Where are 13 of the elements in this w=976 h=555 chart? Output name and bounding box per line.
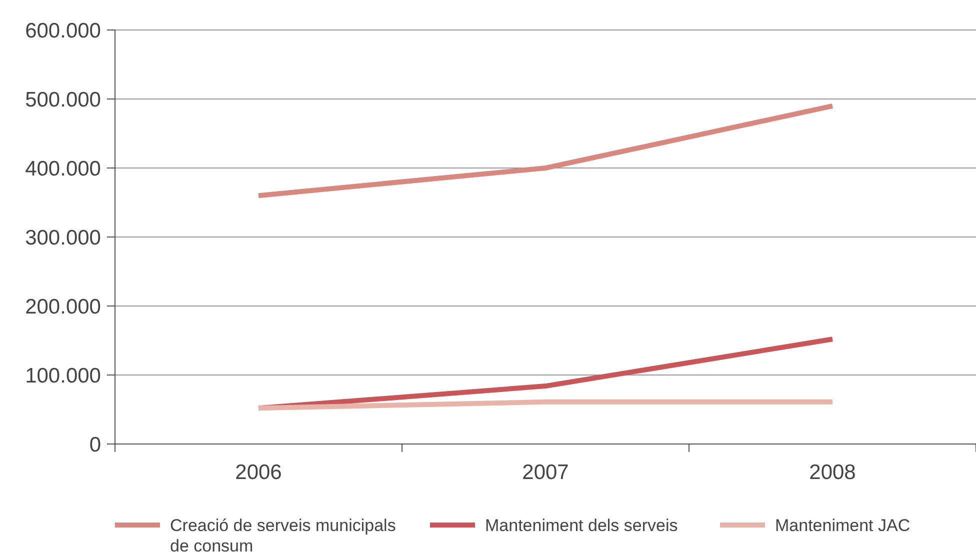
- x-tick-label: 2007: [522, 461, 569, 484]
- legend-label: Manteniment JAC: [775, 516, 910, 535]
- legend-label: Creació de serveis municipals de consum: [170, 516, 396, 555]
- y-tick-label: 200.000: [25, 295, 101, 318]
- x-tick-label: 2008: [809, 461, 856, 484]
- y-tick-label: 500.000: [25, 88, 101, 112]
- y-tick-label: 300.000: [25, 226, 101, 250]
- y-tick-label: 400.000: [25, 157, 101, 180]
- x-tick-label: 2006: [235, 461, 282, 484]
- y-tick-label: 600.000: [25, 19, 101, 42]
- y-tick-label: 0: [89, 433, 101, 456]
- legend-label: Manteniment dels serveis: [485, 516, 678, 535]
- y-tick-label: 100.000: [25, 364, 101, 388]
